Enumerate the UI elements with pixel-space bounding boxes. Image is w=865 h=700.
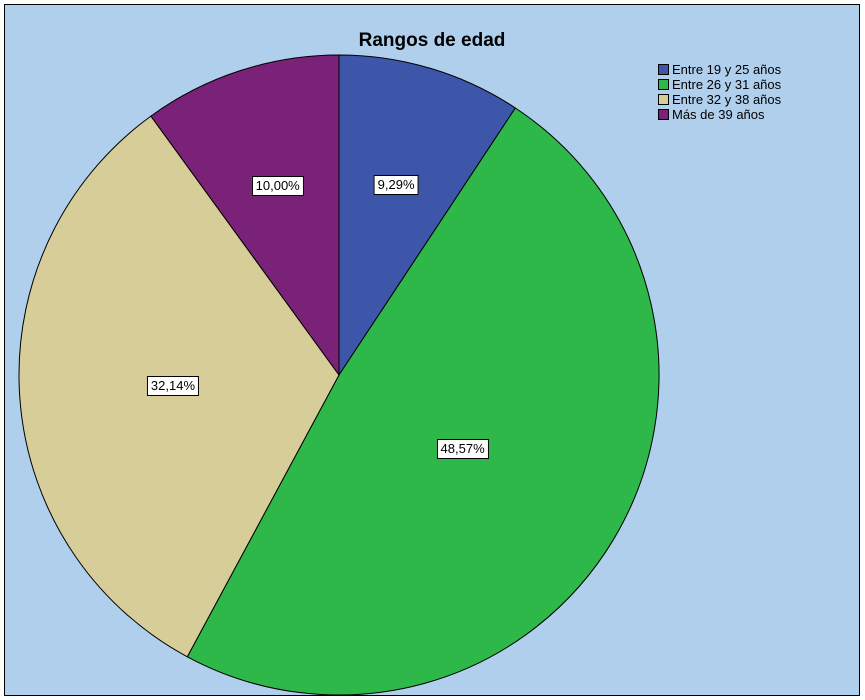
legend-swatch	[658, 94, 669, 105]
legend-item: Entre 19 y 25 años	[658, 62, 781, 77]
legend-item: Entre 32 y 38 años	[658, 92, 781, 107]
chart-area: Rangos de edad Entre 19 y 25 años Entre …	[4, 4, 860, 696]
pie-slice	[186, 107, 660, 695]
data-label: 48,57%	[436, 438, 489, 459]
legend-swatch	[658, 109, 669, 120]
data-label: 10,00%	[251, 176, 304, 197]
data-label: 32,14%	[146, 376, 200, 397]
chart-title: Rangos de edad	[358, 30, 506, 51]
data-label: 9,29%	[373, 174, 419, 195]
legend-swatch	[658, 64, 669, 75]
legend-item: Más de 39 años	[658, 107, 781, 122]
legend: Entre 19 y 25 años Entre 26 y 31 años En…	[658, 62, 781, 122]
pie-slice	[150, 54, 340, 377]
legend-label: Entre 32 y 38 años	[672, 92, 782, 107]
legend-swatch	[658, 79, 669, 90]
legend-label: Entre 19 y 25 años	[672, 62, 782, 77]
legend-label: Entre 26 y 31 años	[672, 77, 782, 92]
pie-slice	[338, 54, 517, 377]
legend-item: Entre 26 y 31 años	[658, 77, 781, 92]
legend-label: Más de 39 años	[672, 107, 765, 122]
